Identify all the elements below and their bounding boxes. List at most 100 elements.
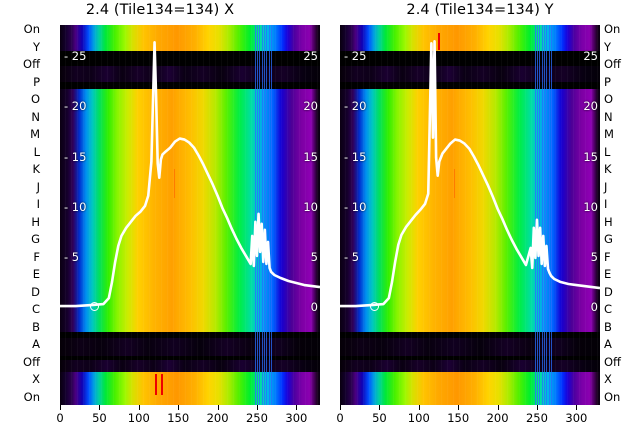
heatmap-plot-y[interactable]: - 25 - 20 - 15 - 10 - 5 25 20 15 10 5 0 xyxy=(340,25,600,405)
inner-tick-label-left: - 25 xyxy=(64,49,87,64)
vertical-band-marker xyxy=(548,25,550,405)
heatmap-band xyxy=(340,332,600,339)
heatmap-band xyxy=(60,332,320,339)
category-label: E xyxy=(604,267,612,282)
category-label: I xyxy=(604,197,608,212)
x-axis-tick xyxy=(340,405,341,410)
x-axis-tick-label: 200 xyxy=(206,411,229,425)
heatmap-band xyxy=(340,371,600,405)
orange-tick-marker xyxy=(454,169,456,198)
trace-line xyxy=(340,39,600,308)
x-axis-tick-label: 100 xyxy=(407,411,430,425)
inner-tick-label-left: - 15 xyxy=(344,149,367,164)
inner-tick-label-right: 25 xyxy=(583,49,598,64)
x-axis-tick xyxy=(379,405,381,410)
category-label: On xyxy=(604,390,621,404)
x-axis-tick xyxy=(296,405,298,410)
inner-tick-label-zero: 0 xyxy=(310,300,318,315)
category-label: C xyxy=(31,302,40,317)
heatmap-plot-x[interactable]: - 25 - 20 - 15 - 10 - 5 25 20 15 10 5 0 xyxy=(60,25,320,405)
trace-line xyxy=(60,40,320,308)
heatmap-band xyxy=(340,82,600,89)
vertical-band-marker xyxy=(539,25,541,405)
inner-tick-label-right: 15 xyxy=(583,149,598,164)
heatmap-band xyxy=(60,360,320,372)
category-label: B xyxy=(32,319,40,334)
category-label: K xyxy=(604,162,612,177)
x-axis-tick-label: 150 xyxy=(447,411,470,425)
x-axis-tick-label: 150 xyxy=(167,411,190,425)
x-axis-right: 0 50 100 150 200 250 300 xyxy=(336,405,600,435)
x-axis-tick-label: 200 xyxy=(486,411,509,425)
heatmap-band xyxy=(60,25,320,51)
inner-tick-label-left: - 20 xyxy=(64,99,87,114)
vertical-band-marker xyxy=(546,25,548,405)
category-label: D xyxy=(31,284,40,299)
orange-tick-marker xyxy=(174,169,176,198)
x-axis-tick-label: 0 xyxy=(336,411,344,425)
zero-point-marker xyxy=(369,302,379,312)
heatmap-band xyxy=(60,88,320,333)
category-label: L xyxy=(33,144,40,159)
category-label: N xyxy=(31,109,40,124)
inner-tick-label-left: - 15 xyxy=(64,149,87,164)
vertical-band-marker xyxy=(534,25,536,405)
x-axis-tick-label: 250 xyxy=(245,411,268,425)
panel-x-title: 2.4 (Tile134=134) X xyxy=(85,2,235,18)
category-label: Y xyxy=(32,39,40,54)
category-label: On xyxy=(604,22,621,36)
x-axis-tick xyxy=(178,405,180,410)
panel-y: 2.4 (Tile134=134) Y - 25 - 20 - 15 - 10 - 5 2… xyxy=(320,0,640,440)
category-label: D xyxy=(604,284,613,299)
category-label: G xyxy=(31,232,40,247)
x-axis-tick-label: 0 xyxy=(56,411,64,425)
category-label: Off xyxy=(604,57,621,72)
x-axis-tick xyxy=(138,405,140,410)
heatmap-band xyxy=(60,371,320,405)
inner-tick-label-right: 10 xyxy=(303,199,318,214)
heatmap-band xyxy=(340,355,600,361)
inner-tick-label-zero: 0 xyxy=(590,300,598,315)
x-axis-tick xyxy=(217,405,219,410)
category-label: Off xyxy=(604,354,621,369)
vertical-band-marker xyxy=(551,25,553,405)
category-label: A xyxy=(604,337,612,352)
vertical-band-marker xyxy=(541,25,543,405)
category-label: O xyxy=(30,92,40,107)
category-label: K xyxy=(32,162,40,177)
x-axis-tick-label: 300 xyxy=(285,411,308,425)
category-label: H xyxy=(604,214,613,229)
x-axis-tick-label: 50 xyxy=(372,411,387,425)
vertical-band-marker xyxy=(536,25,538,405)
category-label: I xyxy=(36,197,40,212)
category-label: Off xyxy=(23,354,40,369)
vertical-band-marker xyxy=(254,25,256,405)
inner-tick-label-right: 20 xyxy=(303,99,318,114)
x-axis-tick-label: 250 xyxy=(525,411,548,425)
vertical-band-marker xyxy=(271,25,273,405)
inner-tick-label-right: 20 xyxy=(583,99,598,114)
vertical-band-marker xyxy=(261,25,263,405)
x-axis-left: 0 50 100 150 200 250 300 xyxy=(56,405,320,435)
inner-tick-label-right: 10 xyxy=(583,199,598,214)
x-axis-tick xyxy=(536,405,538,410)
heatmap-band xyxy=(60,82,320,89)
category-label: M xyxy=(604,127,614,142)
red-vertical-marker xyxy=(154,373,157,395)
inner-tick-label-right: 15 xyxy=(303,149,318,164)
x-axis-tick xyxy=(497,405,499,410)
red-vertical-marker xyxy=(160,373,163,395)
x-axis-tick xyxy=(418,405,420,410)
inner-tick-label-right: 5 xyxy=(310,249,318,264)
category-label: Y xyxy=(604,39,612,54)
vertical-band-marker xyxy=(268,25,270,405)
vertical-band-marker xyxy=(544,25,546,405)
vertical-band-marker xyxy=(266,25,268,405)
category-label: E xyxy=(32,267,40,282)
category-label: B xyxy=(604,319,612,334)
category-label: H xyxy=(31,214,40,229)
inner-tick-label-left: - 5 xyxy=(344,249,360,264)
red-vertical-marker xyxy=(437,33,440,51)
category-label: J xyxy=(604,179,608,194)
